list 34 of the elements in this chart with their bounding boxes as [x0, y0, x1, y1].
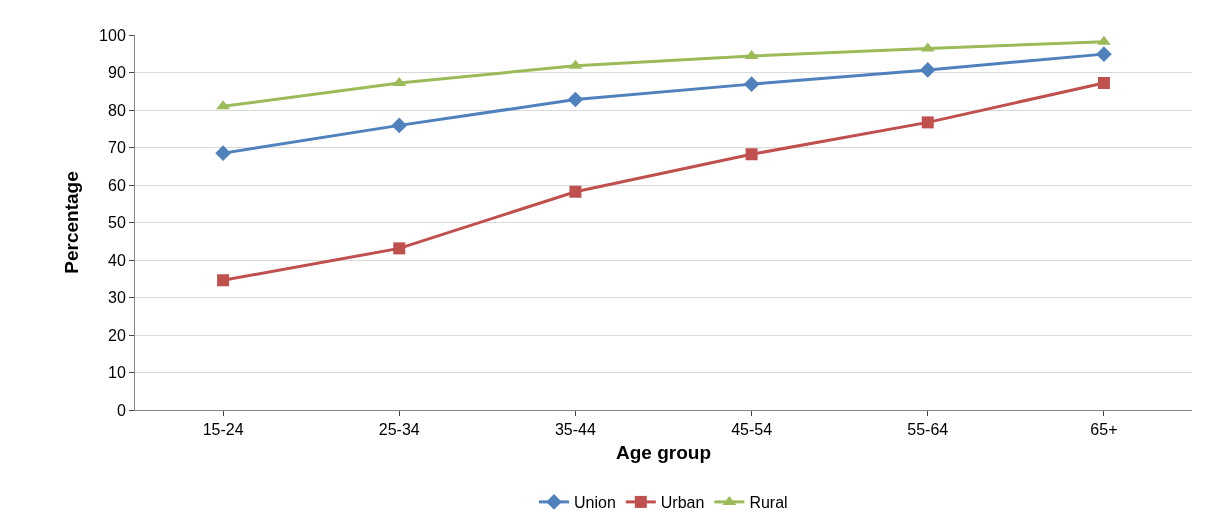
point — [745, 148, 758, 161]
y-tick-label: 60 — [108, 176, 126, 194]
x-tick-label: 15-24 — [202, 421, 244, 439]
point — [567, 91, 584, 108]
y-tick-label: 90 — [108, 64, 126, 82]
y-tick-label: 100 — [99, 26, 126, 44]
legend-label: Rural — [749, 494, 788, 512]
point — [215, 145, 231, 161]
y-tick-label: 20 — [108, 326, 126, 344]
y-tick-label: 40 — [108, 251, 126, 269]
y-tick-label: 80 — [108, 101, 126, 119]
point — [391, 117, 408, 134]
x-tick-label: 65+ — [1090, 421, 1118, 439]
point — [569, 185, 582, 198]
y-tick-label: 10 — [108, 364, 126, 382]
point — [393, 242, 406, 255]
x-tick-label: 55-64 — [907, 421, 949, 439]
point — [1096, 46, 1112, 62]
point — [217, 274, 230, 287]
legend-label: Union — [574, 494, 616, 512]
point — [921, 116, 934, 129]
y-tick-label: 70 — [108, 139, 126, 157]
y-tick-label: 30 — [108, 289, 126, 307]
x-tick-label: 35-44 — [554, 421, 596, 439]
point — [1097, 77, 1110, 89]
y-tick-label: 0 — [116, 401, 126, 419]
y-axis-title: Percentage — [60, 171, 82, 274]
x-axis-title: Age group — [616, 442, 711, 463]
x-tick-label: 25-34 — [378, 421, 420, 439]
legend-label: Urban — [660, 494, 705, 512]
x-tick-label: 45-54 — [731, 421, 773, 439]
point — [743, 76, 760, 92]
y-tick-label: 50 — [108, 214, 126, 232]
point — [919, 62, 936, 78]
